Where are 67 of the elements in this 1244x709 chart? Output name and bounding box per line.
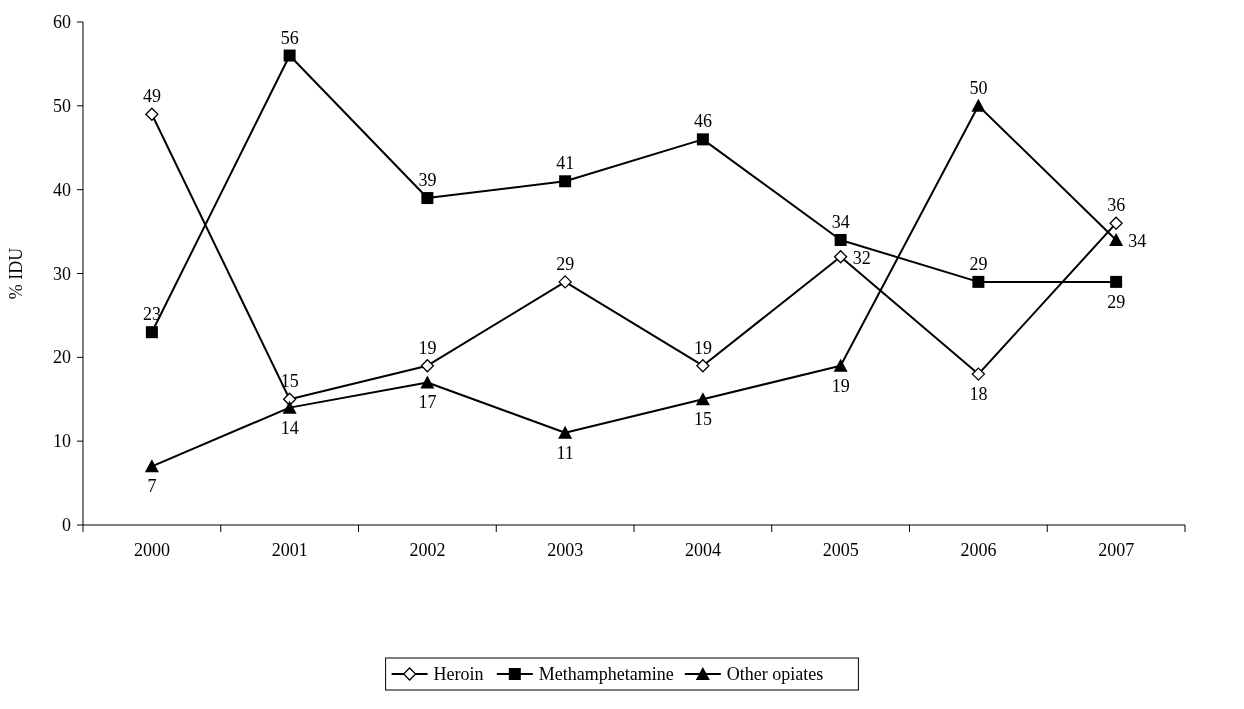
x-tick-label: 2004 <box>684 540 721 560</box>
x-tick-label: 2000 <box>133 540 170 560</box>
y-tick-label: 50 <box>53 95 71 116</box>
data-label: 7 <box>147 476 157 497</box>
point <box>696 359 710 373</box>
x-tick-label: 2003 <box>547 540 584 560</box>
point <box>144 459 159 473</box>
legend-label: Methamphetamine <box>538 664 674 684</box>
data-label: 29 <box>969 253 988 274</box>
point <box>971 367 986 381</box>
x-tick-label: 2002 <box>409 540 446 560</box>
x-tick-label: 2005 <box>822 540 859 560</box>
point <box>971 98 986 112</box>
point <box>420 375 435 389</box>
data-label: 19 <box>418 337 437 358</box>
point <box>972 275 985 288</box>
data-label: 46 <box>693 111 712 132</box>
data-label: 19 <box>831 375 850 396</box>
data-label: 14 <box>280 417 299 438</box>
data-label: 18 <box>969 384 988 405</box>
data-label: 15 <box>693 409 712 430</box>
y-tick-label: 20 <box>53 347 71 368</box>
y-axis-title: % IDU <box>6 247 26 300</box>
point <box>145 326 158 339</box>
data-label: 49 <box>142 86 161 107</box>
point <box>558 425 573 439</box>
point <box>420 359 435 373</box>
data-label: 36 <box>1107 195 1126 216</box>
data-label: 39 <box>418 170 437 191</box>
data-label: 34 <box>1128 230 1147 251</box>
point <box>834 233 847 246</box>
point <box>282 392 297 406</box>
data-label: 11 <box>556 442 574 463</box>
data-label: 41 <box>556 153 575 174</box>
data-label: 56 <box>280 27 299 48</box>
point <box>1110 275 1123 288</box>
legend-label: Other opiates <box>726 664 824 684</box>
point <box>421 192 434 205</box>
data-label: 50 <box>969 77 988 98</box>
data-label: 17 <box>418 392 437 413</box>
x-tick-label: 2006 <box>960 540 997 560</box>
point <box>1109 216 1123 230</box>
y-tick-label: 10 <box>53 431 71 452</box>
point <box>696 133 709 146</box>
y-tick-label: 30 <box>53 263 71 284</box>
x-tick-label: 2001 <box>271 540 308 560</box>
data-label: 32 <box>852 247 871 268</box>
point <box>558 275 572 289</box>
point <box>833 358 848 372</box>
point <box>282 400 297 414</box>
data-label: 19 <box>693 337 712 358</box>
point <box>1109 232 1124 246</box>
point <box>695 392 710 406</box>
x-tick-label: 2007 <box>1098 540 1135 560</box>
data-label: 23 <box>142 304 161 325</box>
data-label: 29 <box>1107 291 1126 312</box>
point <box>283 49 296 62</box>
legend-label: Heroin <box>433 664 484 684</box>
point <box>145 107 159 121</box>
data-label: 29 <box>556 253 575 274</box>
data-label: 15 <box>280 371 299 392</box>
data-label: 34 <box>831 211 850 232</box>
y-tick-label: 0 <box>62 515 71 535</box>
point <box>833 250 848 264</box>
point <box>559 175 572 188</box>
y-tick-label: 60 <box>53 12 71 32</box>
y-tick-label: 40 <box>53 179 71 200</box>
